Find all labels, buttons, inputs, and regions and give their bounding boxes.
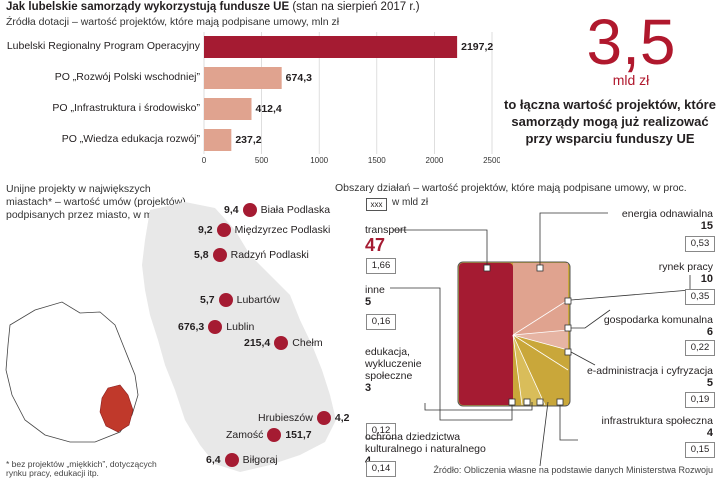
value-box: 0,22 [685,340,715,356]
category-e-administracja: e-administracja i cyfryzacja 5 [586,365,713,389]
category-transport: transport 47 [365,224,407,255]
bar-chart: 0 500 1000 1500 2000 2500 [202,32,500,165]
tick-label: 2500 [483,156,500,165]
city-dot [267,428,282,442]
areas-caption: Obszary działań – wartość projektów, któ… [335,182,687,194]
bar-value-label: 674,3 [285,72,312,84]
leader-infrastruktura [559,402,578,441]
lubelskie-map [5,202,336,472]
lubelskie-highlight [99,384,134,433]
city-dot [208,320,223,334]
category-energia: energia odnawialna 15 [621,208,713,232]
city-marker: 676,3 Lublin [178,320,255,334]
value-box: 1,66 [366,258,396,274]
bar-label: PO „Infrastruktura i środowisko” [52,102,200,114]
category-gospodarka: gospodarka komunalna 6 [603,314,713,338]
region-shape [142,202,336,472]
bar-label: PO „Rozwój Polski wschodniej” [54,71,200,83]
bar-labels: Lubelski Regionalny Program Operacyjny P… [0,32,200,162]
bar [204,129,232,151]
bar [204,67,282,89]
city-dot [224,453,239,467]
bar-value-labels: 2197,2 674,3 412,4 237,2 [200,32,500,162]
city-marker: 6,4 Biłgoraj [206,453,278,467]
city-dot [242,203,257,217]
legend-text: w mld zł [392,197,429,208]
total-description: to łączna wartość projektów, które samor… [504,97,716,146]
bar-value-label: 2197,2 [461,41,494,53]
city-dot [212,248,227,262]
source-note: Źródło: Obliczenia własne na podstawie d… [433,465,713,475]
bar [204,36,458,58]
chart-title: Jak lubelskie samorządy wykorzystują fun… [6,1,420,13]
value-box: 0,53 [685,236,715,252]
category-rynek-pracy: rynek pracy 10 [658,261,713,285]
tick-label: 1500 [368,156,386,165]
city-marker: Hrubieszów 4,2 [258,411,350,425]
value-box: 0,15 [685,442,715,458]
bar-label: Lubelski Regionalny Program Operacyjny [6,40,200,52]
bar-value-label: 412,4 [255,103,282,115]
category-inne: inne 5 [365,284,385,308]
leader-gospodarka [571,309,611,329]
bar-chart-subtitle: Źródła dotacji – wartość projektów, któr… [6,16,340,28]
value-box: 0,19 [685,392,715,408]
tick-label: 2000 [426,156,444,165]
city-dot [218,293,233,307]
leader-ochrona [539,401,549,467]
treemap-cell-energia [513,263,568,335]
tick-label: 1000 [310,156,328,165]
city-marker: Zamość 151,7 [226,428,312,442]
legend-box: xxx [366,198,387,211]
category-infrastruktura: infrastruktura społeczna 4 [601,415,713,439]
tick-label: 0 [202,156,207,165]
leader-inne [390,287,513,421]
city-dot [216,223,231,237]
total-unit: mld zł [612,72,650,88]
city-dot [316,411,331,425]
bar-value-label: 237,2 [235,134,262,146]
city-marker: 9,4 Biała Podlaska [224,203,331,217]
value-box: 0,12 [366,423,396,439]
city-dot [274,336,289,350]
bar-label: PO „Wiedza edukacja rozwój” [61,133,200,145]
leader-energia [539,212,608,268]
city-marker: 9,2 Międzyrzec Podlaski [198,223,331,237]
treemap-cell-infrastruktura [513,335,568,405]
treemap-cell-transport [459,263,513,405]
leader-transport [393,229,488,268]
total-value: 3,5 [586,6,676,78]
map-caption: Unijne projekty w największych miastach*… [6,183,186,221]
leader-e-administracja [570,351,596,366]
treemap-cell-gospodarka [513,330,568,350]
map-footnote: * bez projektów „miękkich”, dotyczących … [6,459,157,478]
city-marker: 5,7 Lubartów [200,293,280,307]
value-box: 0,16 [366,314,396,330]
category-ochrona: ochrona dziedzictwa kulturalnego i natur… [365,431,486,467]
value-box: 0,14 [366,461,396,477]
city-marker: 5,8 Radzyń Podlaski [194,248,309,262]
bar [204,98,252,120]
leader-edukacja [424,402,533,411]
category-edukacja: edukacja, wykluczenie społeczne 3 [365,346,422,394]
city-marker: 215,4 Chełm [244,336,323,350]
tick-label: 500 [255,156,269,165]
value-box: 0,35 [685,289,715,305]
